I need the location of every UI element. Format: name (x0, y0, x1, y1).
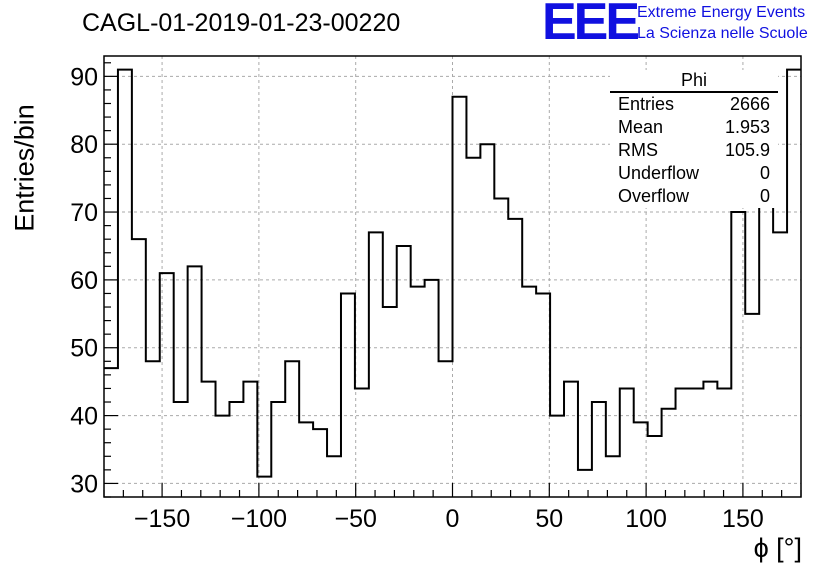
stats-rows: Entries 2666 Mean 1.953 RMS 105.9 Underflow 0 Ov… (610, 93, 778, 208)
stats-value: 0 (759, 186, 770, 206)
x-tick-label: −150 (134, 505, 190, 533)
stats-box: Phi Entries 2666 Mean 1.953 RMS 105.9 Underflo… (610, 70, 778, 208)
x-tick-label: 50 (535, 505, 563, 533)
stats-title: Phi (610, 70, 778, 93)
stats-label: RMS (618, 140, 658, 160)
y-tick-label: 30 (70, 470, 98, 498)
y-axis-label: Entries/bin (9, 104, 40, 232)
y-axis-label-box: Entries/bin (5, 104, 45, 232)
stats-value: 0 (759, 163, 770, 183)
y-tick-label: 50 (70, 335, 98, 363)
x-tick-label: 0 (446, 505, 460, 533)
logo-line-1: Extreme Energy Events (637, 4, 806, 21)
plot-title: CAGL-01-2019-01-23-00220 (82, 9, 401, 37)
x-tick-label: −50 (334, 505, 376, 533)
stats-row: Underflow 0 (610, 162, 778, 185)
stats-value: 1.953 (724, 117, 770, 137)
y-tick-label: 70 (70, 199, 98, 227)
stats-value: 105.9 (724, 140, 770, 160)
stats-row: Overflow 0 (610, 185, 778, 208)
y-tick-label: 80 (70, 131, 98, 159)
stats-label: Entries (618, 94, 675, 114)
y-tick-label: 60 (70, 267, 98, 295)
stats-value: 2666 (729, 94, 770, 114)
y-tick-label: 40 (70, 403, 98, 431)
stats-row: Mean 1.953 (610, 116, 778, 139)
x-tick-label: −100 (231, 505, 287, 533)
stats-label: Mean (618, 117, 664, 137)
histogram-line (104, 68, 801, 478)
logo-line-2: La Scienza nelle Scuole (637, 25, 808, 42)
stats-row: Entries 2666 (610, 93, 778, 116)
stats-label: Overflow (618, 186, 690, 206)
y-tick-label: 90 (70, 63, 98, 91)
stats-row: RMS 105.9 (610, 139, 778, 162)
x-axis-label: ϕ [°] (753, 533, 802, 563)
eee-logo: EEE (542, 0, 640, 51)
stats-label: Underflow (618, 163, 700, 183)
x-tick-label: 150 (722, 505, 764, 533)
x-tick-label: 100 (625, 505, 667, 533)
